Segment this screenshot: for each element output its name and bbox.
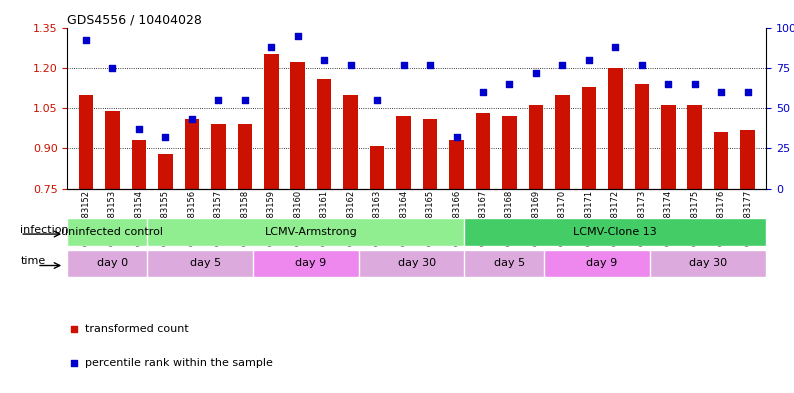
Point <box>79 37 92 44</box>
Bar <box>79 95 94 189</box>
Point <box>662 81 675 87</box>
Point <box>238 97 251 103</box>
Point <box>371 97 384 103</box>
Bar <box>252 250 369 277</box>
Point <box>68 325 81 332</box>
Text: percentile rank within the sample: percentile rank within the sample <box>85 358 273 368</box>
Point <box>291 32 304 39</box>
Point <box>503 81 516 87</box>
Point <box>397 61 410 68</box>
Bar <box>370 146 384 189</box>
Bar <box>211 124 225 189</box>
Point <box>476 89 489 95</box>
Text: time: time <box>21 256 45 266</box>
Point <box>530 70 542 76</box>
Point <box>688 81 701 87</box>
Point <box>265 44 278 50</box>
Bar <box>581 86 596 189</box>
Bar <box>714 132 729 189</box>
Text: uninfected control: uninfected control <box>61 227 164 237</box>
Bar <box>132 140 146 189</box>
Bar <box>555 95 570 189</box>
Text: infection: infection <box>21 225 69 235</box>
Text: day 0: day 0 <box>97 258 128 268</box>
Bar <box>317 79 332 189</box>
Point <box>345 61 357 68</box>
Text: LCMV-Clone 13: LCMV-Clone 13 <box>573 227 657 237</box>
Bar <box>740 130 755 189</box>
Bar <box>464 218 766 246</box>
Point <box>715 89 727 95</box>
Text: day 5: day 5 <box>494 258 525 268</box>
Bar <box>449 140 464 189</box>
Bar <box>396 116 411 189</box>
Bar <box>105 111 120 189</box>
Bar <box>237 124 252 189</box>
Text: GDS4556 / 10404028: GDS4556 / 10404028 <box>67 13 202 26</box>
Bar <box>264 54 279 189</box>
Point <box>68 360 81 366</box>
Bar <box>67 250 157 277</box>
Bar <box>476 114 491 189</box>
Point <box>609 44 622 50</box>
Bar <box>147 250 264 277</box>
Bar <box>422 119 437 189</box>
Point <box>159 134 172 140</box>
Point <box>212 97 225 103</box>
Point <box>635 61 648 68</box>
Point <box>106 64 119 71</box>
Bar <box>343 95 358 189</box>
Bar <box>649 250 766 277</box>
Bar <box>634 84 649 189</box>
Text: day 9: day 9 <box>295 258 326 268</box>
Point <box>450 134 463 140</box>
Bar <box>291 62 305 189</box>
Bar <box>359 250 475 277</box>
Bar <box>67 218 157 246</box>
Bar <box>544 250 661 277</box>
Bar <box>688 105 702 189</box>
Bar <box>661 105 676 189</box>
Text: day 9: day 9 <box>587 258 618 268</box>
Point <box>424 61 437 68</box>
Bar <box>158 154 173 189</box>
Text: day 5: day 5 <box>190 258 221 268</box>
Point <box>186 116 198 123</box>
Point <box>742 89 754 95</box>
Bar <box>147 218 475 246</box>
Point <box>583 57 596 63</box>
Bar <box>184 119 199 189</box>
Bar <box>464 250 554 277</box>
Bar <box>502 116 517 189</box>
Text: day 30: day 30 <box>398 258 436 268</box>
Text: transformed count: transformed count <box>85 323 189 334</box>
Text: day 30: day 30 <box>689 258 727 268</box>
Bar <box>608 68 622 189</box>
Text: LCMV-Armstrong: LCMV-Armstrong <box>264 227 357 237</box>
Point <box>318 57 330 63</box>
Point <box>133 126 145 132</box>
Bar <box>529 105 543 189</box>
Point <box>556 61 569 68</box>
